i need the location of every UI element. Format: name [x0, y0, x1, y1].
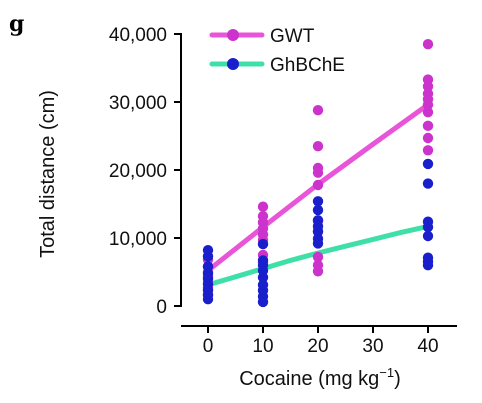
y-tick-label: 30,000 [109, 93, 167, 114]
data-point-0 [422, 107, 434, 118]
data-point-1 [422, 158, 434, 170]
data-point-0 [257, 201, 269, 212]
x-tick-label: 0 [203, 336, 214, 357]
legend-label-0: GWT [270, 26, 315, 47]
x-tick-label: 30 [362, 336, 383, 357]
legend-label-1: GhBChE [270, 55, 345, 76]
x-axis-title: Cocaine (mg kg−1) [239, 365, 401, 390]
data-point-1 [312, 196, 324, 207]
data-point-0 [312, 251, 324, 263]
data-point-1 [312, 204, 324, 216]
data-point-0 [312, 141, 324, 152]
data-point-0 [312, 167, 324, 178]
data-point-0 [422, 120, 434, 131]
data-point-1 [422, 260, 434, 271]
data-point-1 [422, 230, 434, 242]
data-point-0 [422, 39, 434, 50]
data-points [202, 39, 434, 308]
x-tick-label: 10 [252, 336, 273, 357]
y-tick-label: 40,000 [109, 25, 167, 46]
data-point-1 [312, 226, 324, 237]
legend-marker-1 [227, 58, 239, 70]
y-tick-label: 10,000 [109, 229, 167, 250]
x-axis-title-close: ) [394, 368, 401, 390]
data-point-0 [312, 266, 324, 277]
y-ticks: 0 10,000 20,000 30,000 40,000 [109, 25, 181, 318]
data-point-0 [312, 179, 324, 191]
data-point-1 [257, 272, 269, 283]
data-point-0 [422, 145, 434, 156]
x-axis-title-main: Cocaine (mg kg [239, 368, 379, 390]
data-point-1 [202, 251, 214, 262]
legend-marker-0 [227, 29, 239, 41]
panel-label: g [9, 11, 24, 37]
data-point-0 [422, 99, 434, 110]
data-point-1 [422, 221, 434, 233]
data-point-0 [422, 132, 434, 144]
x-axis-title-superscript: −1 [379, 365, 394, 380]
data-point-0 [422, 81, 434, 92]
data-point-0 [312, 105, 324, 116]
data-point-1 [257, 238, 269, 250]
y-tick-label: 20,000 [109, 161, 167, 182]
x-tick-label: 40 [417, 336, 438, 357]
legend: GWT GhBChE [209, 26, 345, 76]
data-point-1 [257, 296, 269, 308]
y-tick-label: 0 [156, 297, 167, 318]
x-ticks: 0 10 20 30 40 [203, 326, 439, 357]
data-point-1 [422, 178, 434, 189]
data-point-1 [202, 294, 214, 305]
y-axis-title: Total distance (cm) [37, 90, 59, 258]
data-point-1 [312, 238, 324, 249]
x-tick-label: 20 [307, 336, 328, 357]
